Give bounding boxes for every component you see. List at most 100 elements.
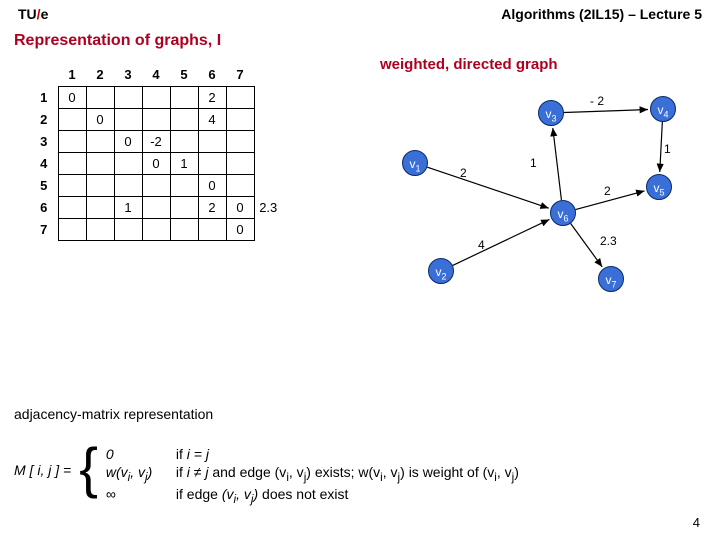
matrix-caption: adjacency-matrix representation (14, 406, 720, 422)
edge-weight: 2 (460, 166, 467, 180)
row-header: 7 (30, 218, 58, 240)
matrix-cell (226, 108, 254, 130)
matrix-cell (226, 174, 254, 196)
formula-brace: { (79, 440, 98, 496)
matrix-cell (170, 174, 198, 196)
formula-row: ∞ if edge (vi, vj) does not exist (106, 486, 519, 506)
matrix-cell (142, 174, 170, 196)
slide-header: TU/e Algorithms (2IL15) – Lecture 5 (0, 0, 720, 24)
formula-cases: 0if i = j w(vi, vj) if i ≠ j and edge (vi… (106, 440, 519, 506)
col-header: 6 (198, 64, 226, 86)
matrix-cell (86, 86, 114, 108)
col-header: 5 (170, 64, 198, 86)
matrix-cell: 4 (198, 108, 226, 130)
matrix-cell: 1 (114, 196, 142, 218)
edge-weight: 4 (478, 238, 485, 252)
edge-weight: 2.3 (600, 234, 617, 248)
matrix-cell (86, 218, 114, 240)
matrix-cell (142, 108, 170, 130)
graph-area: weighted, directed graph v1v2v3v4v5v6v72… (350, 56, 710, 316)
matrix-cell: -2 (142, 130, 170, 152)
matrix-cell (226, 130, 254, 152)
logo-post: e (41, 6, 49, 22)
matrix-cell (226, 152, 254, 174)
matrix-cell: 2 (198, 86, 226, 108)
graph-edge (571, 224, 603, 267)
edge-weight: 1 (530, 156, 537, 170)
matrix-cell: 0 (226, 218, 254, 240)
row-header: 3 (30, 130, 58, 152)
matrix-cell (170, 130, 198, 152)
row-header: 6 (30, 196, 58, 218)
matrix-cell (58, 218, 86, 240)
graph-edge (564, 110, 648, 113)
matrix-cell-overflow: 2.3 (254, 196, 282, 218)
matrix-cell (198, 130, 226, 152)
graph-edge (453, 219, 550, 265)
graph-edge (553, 128, 562, 200)
logo-text: TU/e (18, 6, 48, 22)
formula-value: w(vi, vj) (106, 464, 162, 484)
matrix-cell: 0 (58, 86, 86, 108)
graph-node: v6 (550, 200, 576, 226)
course-title: Algorithms (2IL15) – Lecture 5 (501, 6, 702, 22)
matrix-cell: 0 (226, 196, 254, 218)
matrix-cell (58, 130, 86, 152)
adjacency-matrix: 123456710220430-24015061202.370 (30, 64, 282, 241)
matrix-cell (86, 130, 114, 152)
graph-edge (427, 167, 548, 208)
col-header: 7 (226, 64, 254, 86)
matrix-cell: 2 (198, 196, 226, 218)
formula-value: 0 (106, 446, 162, 462)
graph-node: v4 (650, 96, 676, 122)
formula-condition: if edge (vi, vj) does not exist (176, 486, 349, 506)
row-header: 2 (30, 108, 58, 130)
edge-weight: - 2 (590, 94, 604, 108)
section-title: Representation of graphs, I (0, 24, 720, 56)
matrix-cell (86, 174, 114, 196)
matrix-cell (58, 196, 86, 218)
matrix-cell: 0 (142, 152, 170, 174)
matrix-cell (58, 108, 86, 130)
edge-weight: 1 (664, 142, 671, 156)
matrix-cell (114, 174, 142, 196)
matrix-cell (86, 152, 114, 174)
matrix-cell: 0 (198, 174, 226, 196)
row-header: 1 (30, 86, 58, 108)
matrix-cell (226, 86, 254, 108)
col-header: 3 (114, 64, 142, 86)
content-area: 123456710220430-24015061202.370 weighted… (0, 56, 720, 396)
matrix-cell: 0 (86, 108, 114, 130)
matrix-cell (142, 86, 170, 108)
graph-node: v1 (402, 150, 428, 176)
graph-edge (660, 122, 663, 172)
matrix-cell (198, 152, 226, 174)
matrix-cell (142, 218, 170, 240)
graph-node: v2 (428, 258, 454, 284)
col-header: 2 (86, 64, 114, 86)
col-header: 1 (58, 64, 86, 86)
graph-node: v5 (646, 174, 672, 200)
page-number: 4 (693, 515, 700, 530)
formula-row: 0if i = j (106, 446, 519, 462)
matrix-cell (58, 174, 86, 196)
matrix-cell (114, 218, 142, 240)
matrix-table: 123456710220430-24015061202.370 (30, 64, 282, 241)
formula-value: ∞ (106, 486, 162, 506)
matrix-cell: 0 (114, 130, 142, 152)
col-header: 4 (142, 64, 170, 86)
matrix-cell (114, 86, 142, 108)
matrix-cell (58, 152, 86, 174)
row-header: 4 (30, 152, 58, 174)
logo-pre: TU (18, 6, 37, 22)
formula-row: w(vi, vj) if i ≠ j and edge (vi, vj) exi… (106, 464, 519, 484)
matrix-cell (170, 196, 198, 218)
matrix-cell: 1 (170, 152, 198, 174)
matrix-cell (142, 196, 170, 218)
matrix-cell (114, 108, 142, 130)
graph-node: v7 (598, 266, 624, 292)
matrix-cell (198, 218, 226, 240)
formula-lhs: M [ i, j ] = (14, 440, 71, 478)
formula-condition: if i ≠ j and edge (vi, vj) exists; w(vi,… (176, 464, 519, 484)
graph-node: v3 (538, 100, 564, 126)
